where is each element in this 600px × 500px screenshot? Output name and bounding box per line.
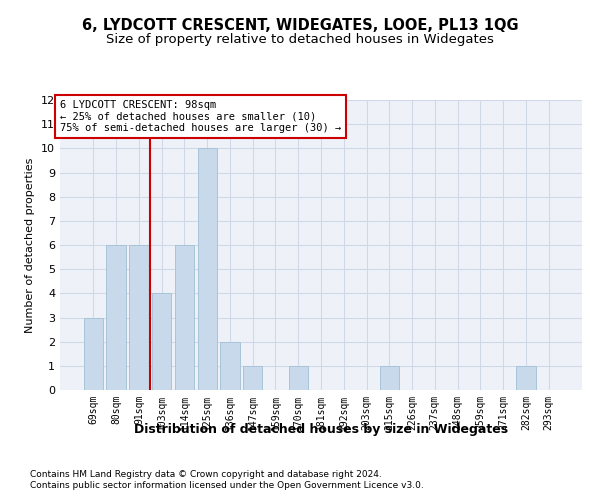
Text: Contains HM Land Registry data © Crown copyright and database right 2024.: Contains HM Land Registry data © Crown c… xyxy=(30,470,382,479)
Bar xyxy=(197,148,217,390)
Y-axis label: Number of detached properties: Number of detached properties xyxy=(25,158,35,332)
Bar xyxy=(152,294,172,390)
Text: 6, LYDCOTT CRESCENT, WIDEGATES, LOOE, PL13 1QG: 6, LYDCOTT CRESCENT, WIDEGATES, LOOE, PL… xyxy=(82,18,518,32)
Bar xyxy=(129,245,149,390)
Bar xyxy=(243,366,262,390)
Text: Size of property relative to detached houses in Widegates: Size of property relative to detached ho… xyxy=(106,32,494,46)
Bar xyxy=(220,342,239,390)
Text: Distribution of detached houses by size in Widegates: Distribution of detached houses by size … xyxy=(134,422,508,436)
Bar xyxy=(175,245,194,390)
Bar xyxy=(289,366,308,390)
Bar xyxy=(106,245,126,390)
Bar xyxy=(516,366,536,390)
Bar xyxy=(380,366,399,390)
Bar xyxy=(84,318,103,390)
Text: Contains public sector information licensed under the Open Government Licence v3: Contains public sector information licen… xyxy=(30,481,424,490)
Text: 6 LYDCOTT CRESCENT: 98sqm
← 25% of detached houses are smaller (10)
75% of semi-: 6 LYDCOTT CRESCENT: 98sqm ← 25% of detac… xyxy=(60,100,341,133)
